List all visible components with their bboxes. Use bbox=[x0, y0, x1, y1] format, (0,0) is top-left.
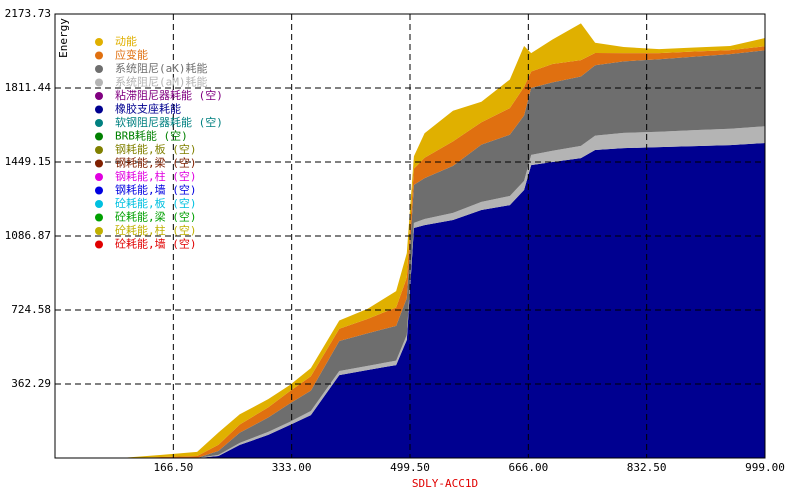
y-tick-label: 1449.15 bbox=[5, 155, 51, 168]
legend-label: 钢耗能,板 (空) bbox=[115, 142, 197, 156]
legend-label: 砼耗能,柱 (空) bbox=[115, 223, 197, 237]
x-tick-label: 333.00 bbox=[272, 461, 312, 474]
legend-marker bbox=[95, 227, 103, 235]
legend-marker bbox=[95, 92, 103, 100]
legend-label: 砼耗能,梁 (空) bbox=[115, 210, 197, 224]
legend-label: 钢耗能,梁 (空) bbox=[115, 156, 197, 170]
legend-label: 橡胶支座耗能 bbox=[115, 102, 181, 116]
legend-marker bbox=[95, 186, 103, 195]
legend-label: 软钢阻尼器耗能 (空) bbox=[115, 115, 223, 129]
legend-marker bbox=[95, 159, 103, 168]
x-axis-label: SDLY-ACC1D bbox=[412, 477, 478, 490]
legend-marker bbox=[95, 51, 103, 60]
legend-label: 动能 bbox=[115, 34, 137, 48]
x-tick-label: 166.50 bbox=[153, 461, 193, 474]
legend-marker bbox=[95, 173, 103, 181]
grid bbox=[55, 13, 766, 458]
legend-marker bbox=[95, 65, 103, 73]
legend-marker bbox=[95, 213, 103, 222]
x-tick-label: 499.50 bbox=[390, 461, 430, 474]
legend-label: 系统阻尼(aK)耗能 bbox=[115, 61, 208, 75]
legend-label: 钢耗能,柱 (空) bbox=[115, 169, 197, 183]
legend-label: 粘滞阻尼器耗能 (空) bbox=[115, 88, 223, 102]
area bbox=[55, 143, 765, 458]
x-tick-label: 999.00 bbox=[745, 461, 785, 474]
y-tick-label: 1086.87 bbox=[5, 229, 51, 242]
y-tick-label: 724.58 bbox=[11, 303, 51, 316]
y-tick-label: 362.29 bbox=[11, 377, 51, 390]
x-tick-label: 832.50 bbox=[627, 461, 667, 474]
legend-label: 砼耗能,墙 (空) bbox=[115, 237, 197, 251]
legend-label: 砼耗能,板 (空) bbox=[115, 196, 197, 210]
legend-marker bbox=[95, 240, 103, 249]
legend-label: 钢耗能,墙 (空) bbox=[115, 183, 197, 197]
legend-label: 应变能 bbox=[115, 48, 148, 62]
legend-marker bbox=[95, 38, 103, 46]
legend-marker bbox=[95, 146, 103, 154]
x-tick-label: 666.00 bbox=[508, 461, 548, 474]
legend-marker bbox=[95, 78, 103, 87]
y-tick-label: 1811.44 bbox=[5, 81, 52, 94]
legend-marker bbox=[95, 132, 103, 141]
legend-label: BRB耗能 (空) bbox=[115, 129, 188, 143]
plot-frame bbox=[54, 13, 766, 459]
legend-marker bbox=[95, 105, 103, 114]
legend-marker bbox=[95, 200, 103, 208]
y-tick-label: 2173.73 bbox=[5, 7, 51, 20]
legend-label: 系统阻尼(aM)耗能 bbox=[115, 75, 208, 89]
legend-marker bbox=[95, 119, 103, 127]
y-axis-label: Energy bbox=[57, 18, 70, 58]
